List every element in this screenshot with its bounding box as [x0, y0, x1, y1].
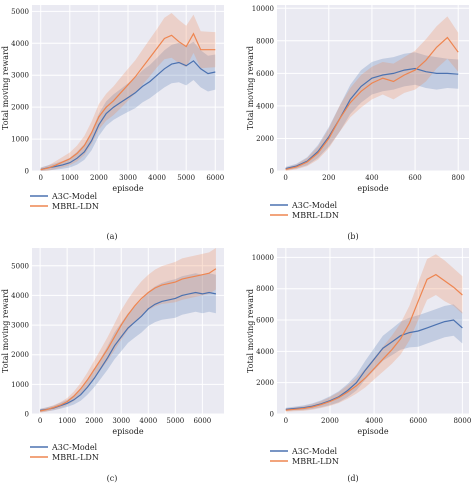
x-tick-label: 1000 — [61, 174, 79, 182]
legend-label-mbrl: MBRL-LDN — [292, 457, 339, 466]
y-tick-label: 2000 — [256, 379, 274, 387]
series-band-a3c — [285, 52, 459, 171]
x-tick-label: 800 — [452, 174, 465, 182]
x-tick-label: 2000 — [90, 174, 108, 182]
panel-caption: (b) — [347, 232, 358, 241]
legend-label-mbrl: MBRL-LDN — [52, 453, 99, 462]
y-tick-label: 5000 — [11, 8, 29, 16]
y-tick-label: 8000 — [256, 285, 274, 293]
series-band-mbrl — [285, 16, 459, 172]
y-tick-label: 0 — [25, 168, 29, 176]
y-tick-label: 4000 — [11, 40, 29, 48]
panel-caption: (a) — [106, 232, 117, 241]
x-tick-label: 2000 — [321, 417, 339, 425]
x-tick-label: 4000 — [148, 174, 166, 182]
legend-label-mbrl: MBRL-LDN — [52, 202, 99, 211]
x-tick-label: 0 — [38, 417, 42, 425]
series-line-a3c — [285, 67, 459, 170]
x-tick-label: 5000 — [166, 417, 184, 425]
y-tick-label: 8000 — [256, 37, 274, 45]
y-tick-label: 2000 — [256, 135, 274, 143]
series-line-a3c — [40, 60, 216, 170]
x-axis-label: episode — [112, 427, 143, 436]
series-band-mbrl — [285, 254, 463, 412]
y-tick-label: 3000 — [11, 72, 29, 80]
series-line-mbrl — [39, 268, 217, 412]
legend-label-mbrl: MBRL-LDN — [292, 211, 339, 220]
panel-caption: (d) — [347, 474, 358, 483]
y-axis-label: Total moving reward — [246, 46, 255, 130]
y-tick-label: 5000 — [11, 262, 29, 270]
x-tick-label: 3000 — [112, 417, 130, 425]
chart-panel-1: 0 1000 2000 3000 4000 5000 0 1000 2000 3000 4000 50… — [1, 5, 224, 241]
chart-panel-3: 0 1000 2000 3000 4000 5000 0 1000 2000 3000 4000 50… — [1, 248, 224, 483]
y-tick-label: 0 — [270, 411, 274, 419]
series-line-mbrl — [40, 32, 216, 171]
plot-area — [32, 248, 224, 414]
y-tick-label: 0 — [25, 411, 29, 419]
x-tick-label: 600 — [408, 174, 421, 182]
chart-panel-2: 0 2000 4000 6000 8000 10000 0 200 400 600 800 episo… — [246, 5, 469, 241]
x-tick-label: 4000 — [365, 417, 383, 425]
x-tick-label: 4000 — [139, 417, 157, 425]
x-axis-label: episode — [112, 184, 143, 193]
y-tick-label: 6000 — [256, 317, 274, 325]
x-tick-label: 2000 — [85, 417, 103, 425]
x-tick-label: 0 — [283, 174, 287, 182]
y-tick-label: 4000 — [11, 292, 29, 300]
legend-label-a3c: A3C-Model — [51, 192, 98, 201]
x-tick-label: 0 — [284, 417, 288, 425]
series-band-a3c — [40, 273, 216, 413]
series-band-mbrl — [40, 13, 216, 171]
y-tick-label: 4000 — [256, 102, 274, 110]
legend-label-a3c: A3C-Model — [51, 443, 98, 452]
y-tick-label: 3000 — [11, 322, 29, 330]
x-tick-label: 6000 — [206, 174, 224, 182]
legend-label-a3c: A3C-Model — [291, 447, 338, 456]
x-tick-label: 6000 — [409, 417, 427, 425]
x-tick-label: 6000 — [193, 417, 211, 425]
y-tick-label: 1000 — [11, 381, 29, 389]
y-tick-label: 6000 — [256, 70, 274, 78]
x-tick-label: 400 — [365, 174, 378, 182]
y-tick-label: 10000 — [252, 5, 274, 13]
chart-panel-4: 0 2000 4000 6000 8000 10000 0 2000 4000 6000 8000 e… — [246, 248, 471, 483]
y-tick-label: 10000 — [252, 254, 274, 262]
x-tick-label: 5000 — [177, 174, 195, 182]
y-tick-label: 1000 — [11, 136, 29, 144]
y-tick-label: 2000 — [11, 104, 29, 112]
panel-caption: (c) — [107, 474, 118, 483]
x-tick-label: 8000 — [453, 417, 471, 425]
x-tick-label: 0 — [38, 174, 42, 182]
legend-label-a3c: A3C-Model — [291, 201, 338, 210]
y-axis-label: Total moving reward — [246, 289, 255, 373]
x-axis-label: episode — [357, 184, 388, 193]
series-line-mbrl — [285, 273, 463, 411]
x-tick-label: 200 — [322, 174, 335, 182]
x-tick-label: 3000 — [119, 174, 137, 182]
series-line-mbrl — [285, 36, 459, 170]
series-band-mbrl — [40, 248, 216, 413]
x-tick-label: 1000 — [58, 417, 76, 425]
y-tick-label: 0 — [270, 168, 274, 176]
series-line-a3c — [285, 319, 463, 410]
series-line-a3c — [40, 291, 217, 411]
y-tick-label: 4000 — [256, 348, 274, 356]
y-tick-label: 2000 — [11, 351, 29, 359]
x-axis-label: episode — [357, 427, 388, 436]
series-band-a3c — [40, 41, 216, 172]
y-axis-label: Total moving reward — [1, 46, 10, 130]
y-axis-label: Total moving reward — [1, 289, 10, 373]
plot-area — [277, 5, 469, 171]
